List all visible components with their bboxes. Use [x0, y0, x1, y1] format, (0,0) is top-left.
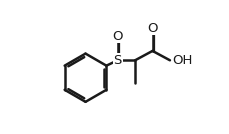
Text: S: S: [113, 54, 121, 67]
Text: O: O: [112, 30, 122, 43]
Text: OH: OH: [172, 54, 192, 67]
Text: O: O: [147, 22, 157, 35]
